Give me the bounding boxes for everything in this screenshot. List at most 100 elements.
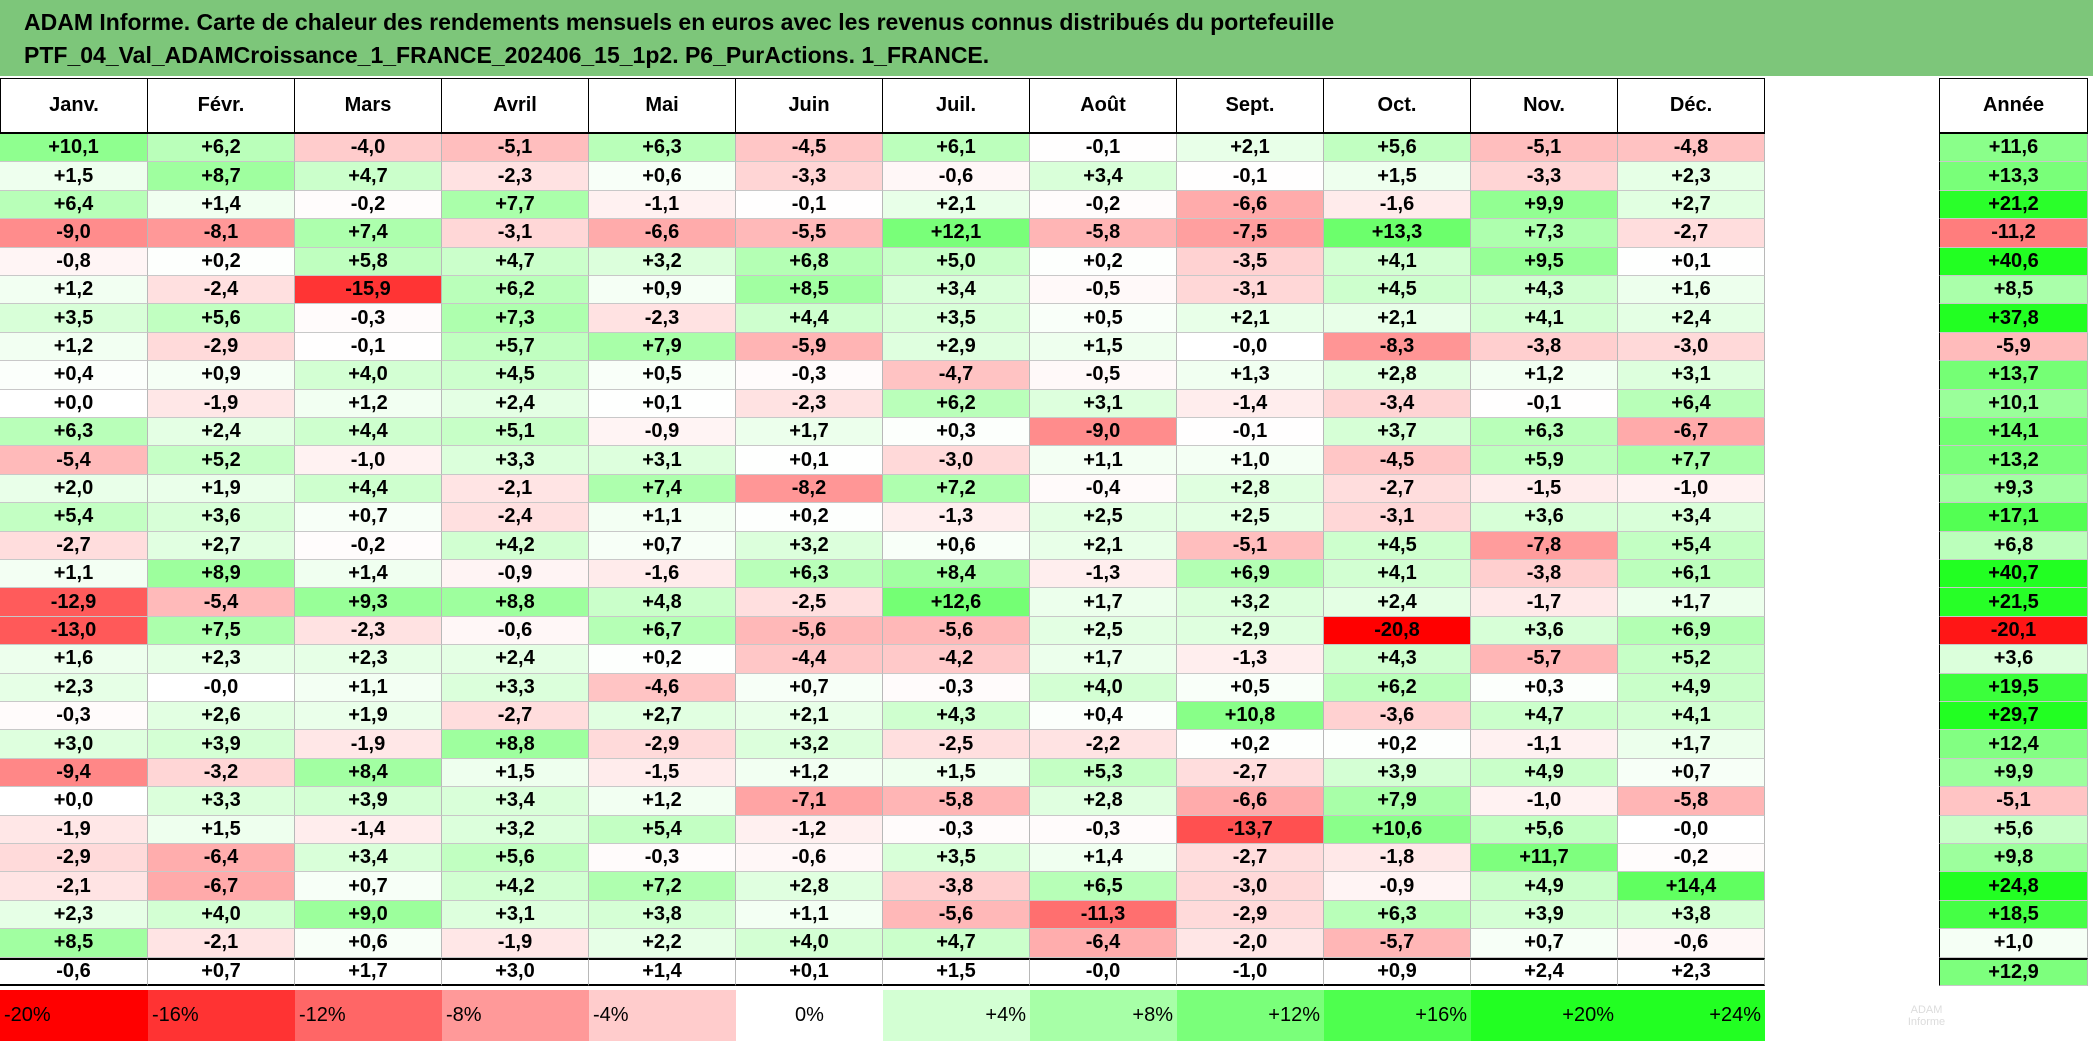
color-scale-step: +20% — [1471, 990, 1618, 1041]
heatmap-cell: +5,6 — [442, 844, 589, 873]
heatmap-cell: +1,5 — [1324, 162, 1471, 191]
color-scale-step: +16% — [1324, 990, 1471, 1041]
heatmap-cell: +6,1 — [883, 134, 1030, 163]
heatmap-cell: +6,3 — [0, 418, 148, 447]
heatmap-cell: -0,2 — [295, 190, 442, 220]
heatmap-cell: +0,1 — [589, 389, 736, 418]
heatmap-cell: -2,3 — [442, 162, 589, 191]
heatmap-cell: -2,7 — [1177, 758, 1324, 788]
heatmap-cell: -1,8 — [1324, 844, 1471, 873]
heatmap-cell: -2,1 — [0, 872, 148, 901]
heatmap-cell: +3,2 — [589, 247, 736, 276]
heatmap-cell: -1,0 — [295, 446, 442, 475]
heatmap-cell: -2,5 — [883, 730, 1030, 759]
heatmap-cell: -3,8 — [1471, 560, 1618, 589]
heatmap-cell: +2,4 — [1618, 304, 1765, 333]
annual-cell: +9,8 — [1939, 844, 2088, 873]
heatmap-cell: -4,7 — [883, 361, 1030, 390]
heatmap-cell: +2,3 — [148, 645, 295, 674]
heatmap-cell: -8,3 — [1324, 332, 1471, 362]
heatmap-cell: -5,6 — [883, 900, 1030, 930]
heatmap-cell: -3,6 — [1324, 702, 1471, 731]
heatmap-cell: +7,9 — [589, 332, 736, 362]
heatmap-cell: -4,4 — [736, 645, 883, 674]
heatmap-cell: -6,4 — [148, 844, 295, 873]
heatmap-cell: +6,3 — [1324, 900, 1471, 930]
heatmap-cell: -0,3 — [295, 304, 442, 333]
heatmap-cell: +3,3 — [148, 787, 295, 816]
heatmap-cell: +6,4 — [0, 190, 148, 220]
heatmap-cell: -0,6 — [736, 844, 883, 873]
column-header-5: Mai — [589, 78, 736, 134]
heatmap-cell: +2,7 — [148, 531, 295, 560]
heatmap-cell: +0,7 — [589, 531, 736, 560]
annual-cell: +40,6 — [1939, 247, 2088, 276]
average-cell: +0,9 — [1324, 957, 1471, 986]
heatmap-cell: +14,4 — [1618, 872, 1765, 901]
heatmap-cell: +10,6 — [1324, 815, 1471, 844]
average-cell: +1,5 — [883, 957, 1030, 986]
heatmap-cell: -4,2 — [883, 645, 1030, 674]
annual-cell: +3,6 — [1939, 645, 2088, 674]
report-header: ADAM Informe. Carte de chaleur des rende… — [0, 0, 2093, 76]
heatmap-cell: -0,8 — [0, 247, 148, 276]
heatmap-cell: -1,0 — [1618, 474, 1765, 504]
heatmap-cell: -0,0 — [1177, 332, 1324, 362]
heatmap-cell: -0,1 — [295, 332, 442, 362]
heatmap-cell: +5,1 — [442, 418, 589, 447]
color-scale-step: 0% — [736, 990, 883, 1041]
annual-cell: +40,7 — [1939, 560, 2088, 589]
heatmap-cell: +2,7 — [1618, 190, 1765, 220]
heatmap-cell: +2,2 — [589, 929, 736, 958]
heatmap-cell: +0,0 — [0, 787, 148, 816]
heatmap-cell: -4,5 — [736, 134, 883, 163]
heatmap-cell: +3,6 — [1471, 503, 1618, 532]
heatmap-cell: -2,9 — [148, 332, 295, 362]
heatmap-cell: -2,3 — [589, 304, 736, 333]
heatmap-cell: +3,1 — [589, 446, 736, 475]
heatmap-cell: +6,5 — [1030, 872, 1177, 901]
column-header-8: Août — [1030, 78, 1177, 134]
heatmap-cell: +2,1 — [1324, 304, 1471, 333]
heatmap-cell: -5,6 — [736, 616, 883, 646]
heatmap-cell: +1,4 — [148, 190, 295, 220]
heatmap-cell: -5,5 — [736, 219, 883, 248]
heatmap-cell: +4,0 — [1030, 673, 1177, 702]
heatmap-cell: +4,7 — [1471, 702, 1618, 731]
heatmap-cell: -2,7 — [1324, 474, 1471, 504]
heatmap-cell: +5,8 — [295, 247, 442, 276]
heatmap-cell: +0,1 — [1618, 247, 1765, 276]
heatmap-cell: -9,0 — [0, 219, 148, 248]
heatmap-cell: +4,3 — [1471, 276, 1618, 305]
heatmap-cell: +1,2 — [1471, 361, 1618, 390]
heatmap-cell: +2,1 — [883, 190, 1030, 220]
average-cell: +0,7 — [148, 957, 295, 986]
heatmap-cell: -15,9 — [295, 276, 442, 305]
color-scale-step: +12% — [1177, 990, 1324, 1041]
heatmap-cell: -2,1 — [148, 929, 295, 958]
heatmap-cell: -2,7 — [0, 531, 148, 560]
heatmap-cell: +8,7 — [148, 162, 295, 191]
heatmap-cell: +4,7 — [442, 247, 589, 276]
heatmap-cell: +1,4 — [295, 560, 442, 589]
heatmap-cell: +2,5 — [1030, 503, 1177, 532]
header-title-line2: PTF_04_Val_ADAMCroissance_1_FRANCE_20240… — [24, 42, 990, 68]
heatmap-cell: -3,2 — [148, 758, 295, 788]
heatmap-cell: -5,4 — [0, 446, 148, 475]
heatmap-cell: +1,7 — [736, 418, 883, 447]
heatmap-cell: +8,5 — [736, 276, 883, 305]
annual-cell: +5,6 — [1939, 815, 2088, 844]
heatmap-cell: -6,7 — [1618, 418, 1765, 447]
heatmap-cell: -0,2 — [1618, 844, 1765, 873]
heatmap-cell: -13,0 — [0, 616, 148, 646]
average-cell: +3,0 — [442, 957, 589, 986]
heatmap-cell: +5,2 — [1618, 645, 1765, 674]
heatmap-cell: -1,1 — [589, 190, 736, 220]
heatmap-cell: +3,4 — [442, 787, 589, 816]
heatmap-cell: +0,6 — [589, 162, 736, 191]
heatmap-cell: +9,9 — [1471, 190, 1618, 220]
heatmap-cell: +1,6 — [0, 645, 148, 674]
heatmap-cell: +0,7 — [1618, 758, 1765, 788]
color-scale-step: +24% — [1618, 990, 1765, 1041]
annual-cell: +11,6 — [1939, 134, 2088, 163]
